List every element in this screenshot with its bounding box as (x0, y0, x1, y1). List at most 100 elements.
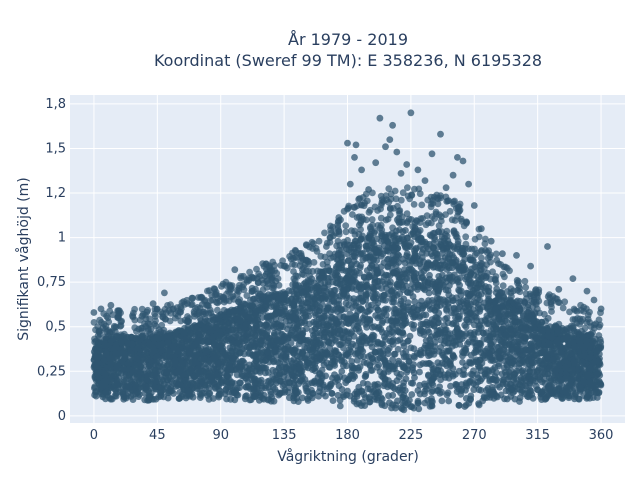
data-point (586, 354, 593, 361)
data-point (361, 391, 368, 398)
data-point (246, 362, 253, 369)
data-point (327, 383, 334, 390)
data-point (289, 288, 296, 295)
data-point (323, 359, 330, 366)
data-point (399, 305, 406, 312)
data-point (516, 398, 523, 405)
data-point (129, 341, 136, 348)
data-point (183, 336, 190, 343)
data-point (562, 335, 569, 342)
data-point (391, 351, 398, 358)
data-point (263, 357, 270, 364)
data-point (471, 336, 478, 343)
data-point (306, 308, 313, 315)
data-point (377, 350, 384, 357)
data-point (410, 361, 417, 368)
data-point (437, 371, 444, 378)
data-point (552, 371, 559, 378)
data-point (387, 382, 394, 389)
data-point (468, 393, 475, 400)
data-point (439, 250, 446, 257)
data-point (557, 344, 564, 351)
data-point (354, 357, 361, 364)
data-point (491, 395, 498, 402)
data-point (327, 288, 334, 295)
data-point (475, 359, 482, 366)
data-point (417, 327, 424, 334)
data-point (363, 292, 370, 299)
data-point (482, 373, 489, 380)
data-point (395, 358, 402, 365)
data-point (398, 297, 405, 304)
data-point (330, 397, 337, 404)
data-point (359, 298, 366, 305)
data-point (529, 350, 536, 357)
data-point (295, 370, 302, 377)
data-point (527, 381, 534, 388)
data-point (518, 357, 525, 364)
data-point (341, 287, 348, 294)
data-point (194, 339, 201, 346)
data-point (374, 356, 381, 363)
data-point (443, 347, 450, 354)
data-point (112, 372, 119, 379)
data-point (362, 373, 369, 380)
data-point (323, 307, 330, 314)
data-point (397, 389, 404, 396)
data-point (449, 252, 456, 259)
data-point (455, 287, 462, 294)
data-point (421, 381, 428, 388)
data-point (477, 321, 484, 328)
data-point (235, 363, 242, 370)
data-point (289, 371, 296, 378)
data-point (218, 361, 225, 368)
data-point (407, 269, 414, 276)
data-point (354, 347, 361, 354)
data-point (469, 377, 476, 384)
data-point (553, 339, 560, 346)
data-point (408, 391, 415, 398)
data-point (242, 395, 249, 402)
data-point (258, 308, 265, 315)
data-point (551, 350, 558, 357)
data-point (445, 398, 452, 405)
data-point (245, 379, 252, 386)
data-point (350, 295, 357, 302)
data-point (426, 272, 433, 279)
data-point (405, 354, 412, 361)
data-point (498, 341, 505, 348)
data-point (299, 378, 306, 385)
data-point (129, 367, 136, 374)
data-point (478, 387, 485, 394)
data-point (487, 357, 494, 364)
data-point (379, 396, 386, 403)
data-point (426, 336, 433, 343)
data-point (443, 307, 450, 314)
data-point (409, 367, 416, 374)
data-point (252, 393, 259, 400)
data-point (499, 325, 506, 332)
data-point (355, 367, 362, 374)
data-point (309, 390, 316, 397)
data-point (447, 383, 454, 390)
data-point (464, 312, 471, 319)
data-point (230, 334, 237, 341)
data-point (337, 293, 344, 300)
data-point (302, 279, 309, 286)
data-point (484, 303, 491, 310)
data-point (305, 365, 312, 372)
data-point (476, 308, 483, 315)
data-point (375, 307, 382, 314)
data-point (385, 347, 392, 354)
data-point (402, 395, 409, 402)
data-point (283, 356, 290, 363)
data-point (239, 358, 246, 365)
data-point (426, 360, 433, 367)
data-point (493, 331, 500, 338)
data-point (435, 310, 442, 317)
data-point (439, 244, 446, 251)
data-point (325, 296, 332, 303)
data-point (226, 362, 233, 369)
data-point (449, 297, 456, 304)
